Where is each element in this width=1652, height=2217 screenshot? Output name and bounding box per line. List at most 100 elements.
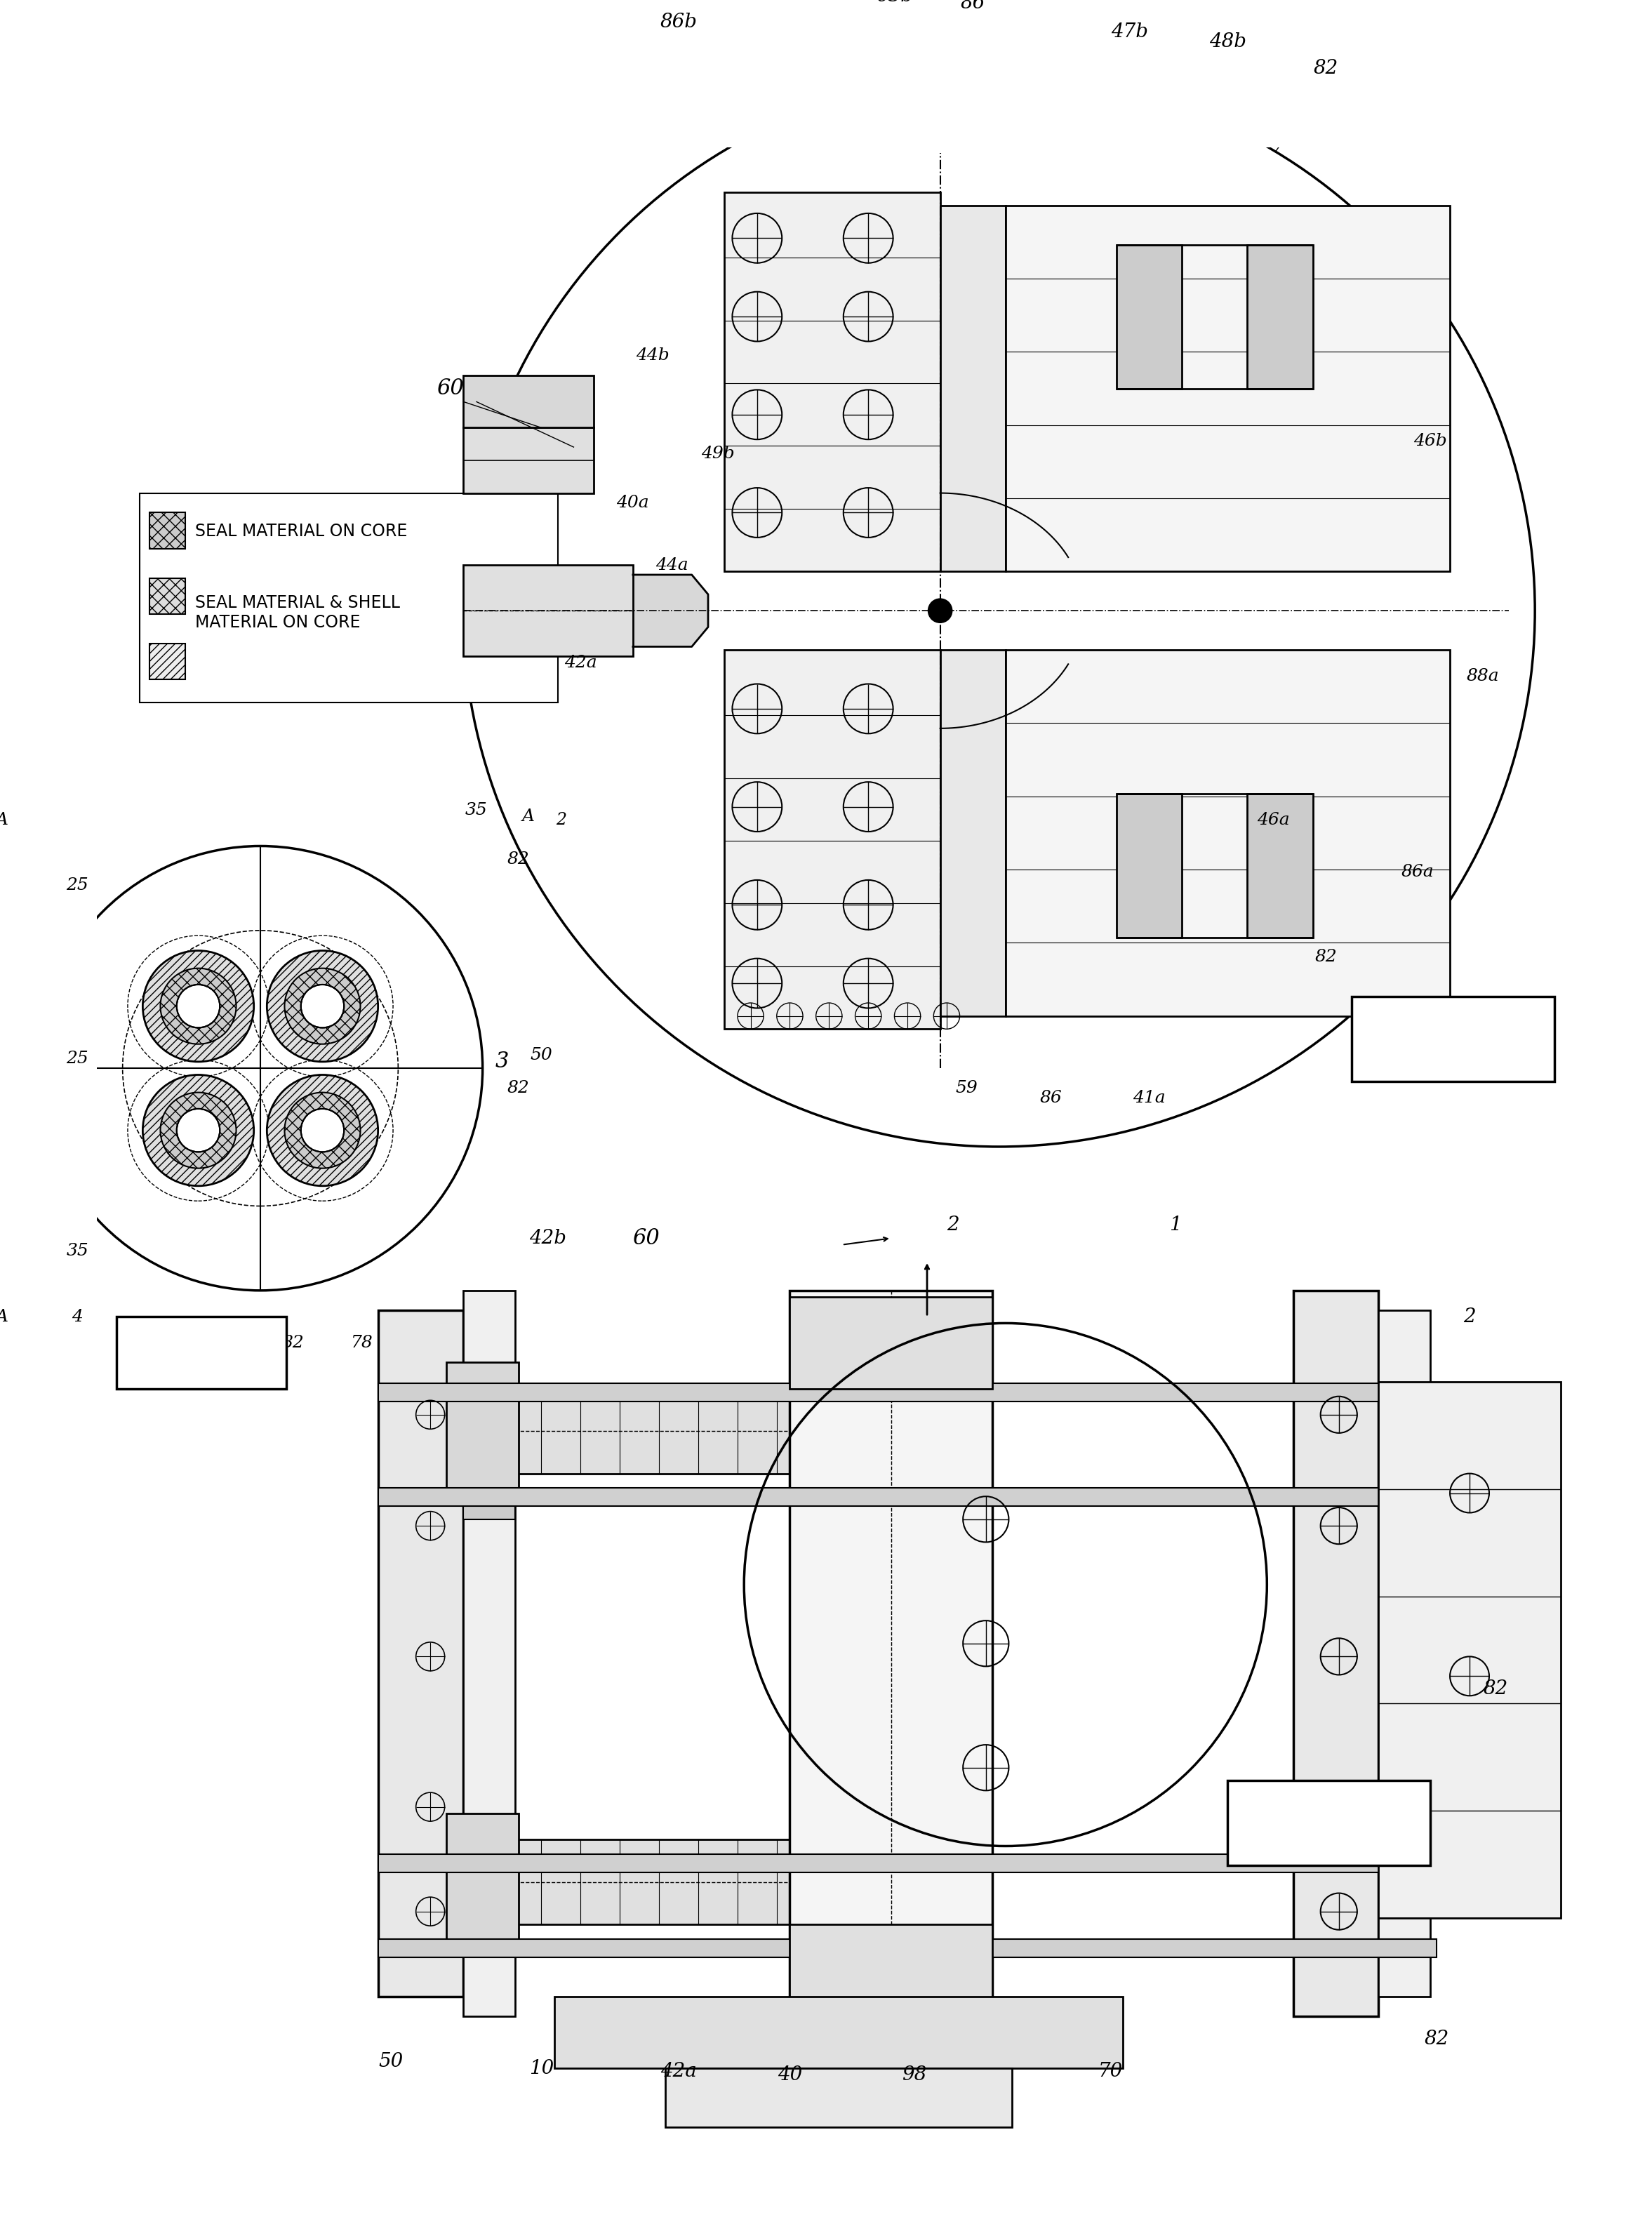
Text: A: A [522, 809, 535, 825]
Text: 98: 98 [902, 2066, 927, 2084]
Text: 40: 40 [778, 2066, 803, 2084]
Bar [1227, 1780, 1431, 1867]
Circle shape [268, 1075, 378, 1186]
Text: 49b: 49b [700, 446, 735, 461]
Bar [446, 1814, 519, 1951]
Text: 70: 70 [1097, 2062, 1122, 2082]
Text: 46b: 46b [1414, 432, 1447, 448]
Bar [1351, 995, 1555, 1082]
Circle shape [463, 75, 1535, 1146]
Bar [463, 1499, 515, 1519]
Circle shape [301, 984, 344, 1029]
Bar [725, 193, 940, 572]
Bar [149, 579, 185, 614]
Text: 25: 25 [66, 878, 89, 893]
Text: A: A [0, 811, 8, 827]
Bar [463, 565, 633, 656]
Bar [378, 1853, 1437, 1871]
Text: 35: 35 [464, 803, 487, 818]
Text: FIG. 2C: FIG. 2C [124, 1335, 279, 1370]
Bar [940, 650, 1006, 1015]
Text: 46a: 46a [1257, 811, 1290, 827]
Text: 4: 4 [71, 1308, 83, 1326]
Text: 47b: 47b [1112, 22, 1148, 42]
Circle shape [160, 969, 236, 1044]
Bar [378, 1940, 1437, 1958]
Bar [1378, 1310, 1431, 1998]
Circle shape [284, 1093, 360, 1168]
Text: 86: 86 [960, 0, 985, 13]
Text: 82: 82 [1313, 58, 1338, 78]
Text: 82: 82 [1483, 1680, 1508, 1698]
Text: 50: 50 [378, 2053, 403, 2071]
Bar [149, 643, 185, 678]
Bar [149, 512, 185, 548]
Text: 60: 60 [633, 1228, 659, 1248]
Text: 78: 78 [350, 1335, 373, 1350]
Text: A: A [0, 1308, 8, 1326]
Text: 86b: 86b [661, 13, 697, 31]
Text: 48b: 48b [1209, 33, 1246, 51]
Circle shape [284, 969, 360, 1044]
Text: 10: 10 [529, 2060, 553, 2077]
Bar [463, 428, 593, 492]
Text: 86a: 86a [1401, 865, 1434, 880]
Bar [1294, 1290, 1378, 2015]
Circle shape [142, 1075, 254, 1186]
Bar [515, 1388, 829, 1474]
Bar [378, 1383, 1437, 1401]
Bar [378, 1310, 463, 1998]
Text: FIG. 2B: FIG. 2B [1374, 1022, 1531, 1058]
Circle shape [177, 1108, 220, 1153]
Text: 82: 82 [507, 851, 530, 867]
Bar [725, 650, 940, 1029]
Bar [515, 1840, 829, 1924]
Bar [446, 1363, 519, 1499]
Circle shape [268, 951, 378, 1062]
Text: 59: 59 [955, 1080, 978, 1095]
Text: 25: 25 [66, 1051, 89, 1066]
Bar [463, 375, 593, 428]
Bar [1117, 244, 1181, 388]
Text: 50: 50 [530, 1046, 552, 1064]
Bar [1117, 794, 1181, 938]
Bar [790, 1290, 993, 2022]
Bar [555, 1998, 1123, 2068]
Text: 44b: 44b [636, 348, 669, 364]
Bar [117, 1317, 286, 1388]
Text: 42a: 42a [661, 2062, 697, 2082]
Bar [666, 2068, 1013, 2126]
Circle shape [38, 847, 482, 1290]
Bar [1006, 206, 1450, 572]
Text: 86: 86 [1041, 1089, 1062, 1106]
Polygon shape [633, 574, 709, 647]
Circle shape [301, 1108, 344, 1153]
Bar [1247, 244, 1313, 388]
Text: 35: 35 [66, 1244, 89, 1259]
Text: 82: 82 [1315, 949, 1336, 964]
Text: 3: 3 [496, 1051, 509, 1073]
Circle shape [160, 1093, 236, 1168]
Text: 40a: 40a [616, 494, 649, 510]
Text: 1: 1 [1170, 1215, 1181, 1235]
Text: 82: 82 [507, 1080, 530, 1095]
Text: MATERIAL ON CORE: MATERIAL ON CORE [195, 614, 360, 632]
Text: SEAL MATERIAL ON CORE: SEAL MATERIAL ON CORE [195, 523, 406, 539]
Text: 2: 2 [555, 811, 567, 827]
Bar [790, 1924, 993, 2015]
Text: FIG. 2A: FIG. 2A [1252, 1805, 1406, 1840]
Bar [463, 1290, 515, 2015]
Bar [1378, 1381, 1561, 1918]
Bar [790, 1297, 993, 1388]
Text: 42b: 42b [529, 1228, 567, 1248]
Text: 1: 1 [221, 1319, 233, 1335]
Bar [940, 206, 1006, 572]
Text: 42a: 42a [565, 654, 596, 672]
Text: 2: 2 [947, 1215, 960, 1235]
Bar [378, 1488, 1437, 1505]
Text: 60: 60 [436, 377, 464, 399]
Text: 63b: 63b [876, 0, 914, 7]
Text: 44a: 44a [656, 556, 689, 572]
Circle shape [142, 951, 254, 1062]
Bar [1247, 794, 1313, 938]
